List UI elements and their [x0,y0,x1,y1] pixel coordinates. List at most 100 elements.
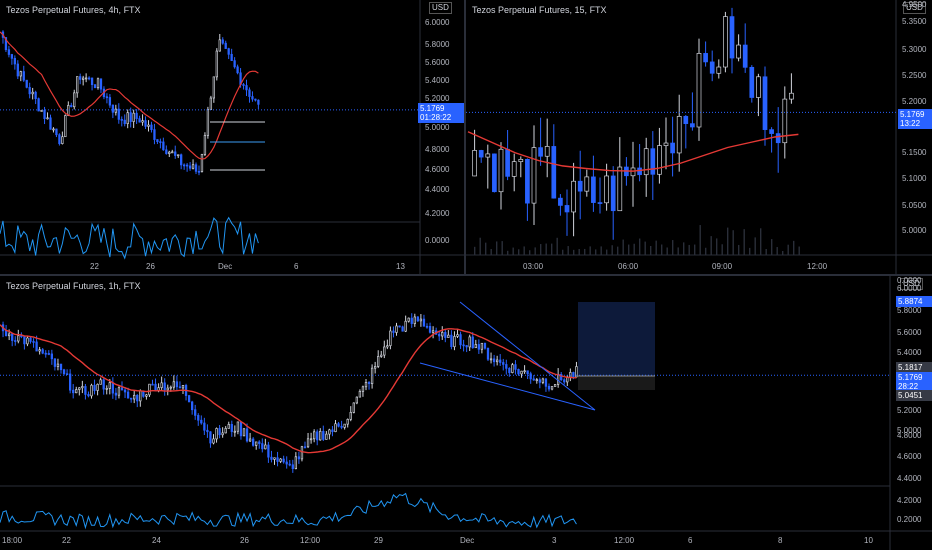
volume-bar [716,238,718,255]
volume-bar [765,248,767,255]
volume-bar [534,247,536,255]
candle-body [34,91,37,100]
time-tick-label: Dec [218,262,233,271]
currency-label-1h[interactable]: USD [900,278,923,290]
candle-body [156,139,159,142]
candle-body [355,396,358,404]
candle-body [65,373,69,376]
time-tick-label: 10 [864,536,873,545]
candle-body [617,166,623,212]
candle-body [133,394,136,400]
candle-body [782,98,788,144]
price-tick-label: 5.4000 [425,76,450,85]
candle-body [489,358,493,361]
candle-body [502,362,505,365]
volume-bar [782,250,784,255]
candle-body [230,424,233,432]
candle-body [197,170,201,173]
candle-body [200,154,204,172]
stop-price-tag: 5.0451 [896,390,932,401]
candle-body [749,66,755,98]
candle-body [99,78,103,90]
volume-bar [639,238,641,255]
candle-body [252,438,255,446]
candle-body [584,176,590,192]
currency-label-15m[interactable]: USD [903,2,926,14]
candle-body [227,48,230,55]
candle-body [756,76,761,98]
time-tick-label: 06:00 [618,262,639,271]
chart-pane-4h[interactable]: Tezos Perpetual Futures, 4h, FTX USD 6.0… [0,0,464,274]
pane-divider-vertical[interactable] [464,0,466,274]
candle-body [46,117,49,120]
candle-body [209,431,212,444]
candle-body [569,372,572,378]
candle-body [462,344,465,347]
candle-body [270,456,273,460]
candle-body [87,77,91,80]
candle-body [370,367,374,385]
chart-canvas-4h[interactable] [0,0,464,274]
candle-body [16,63,19,77]
candle-body [175,381,179,388]
volume-bar [611,245,613,255]
candle-body [547,385,551,390]
time-tick-label: 6 [688,536,693,545]
price-tick-label: 4.8000 [425,145,450,154]
candle-body [52,128,55,131]
candle-body [209,97,213,110]
candle-body [604,175,609,204]
candle-body [428,325,432,333]
candle-body [172,381,176,388]
volume-bar [666,247,668,255]
candle-body [480,342,484,350]
candle-body [148,383,151,396]
candle-body [380,354,383,357]
candle-body [319,430,322,441]
chart-canvas-1h[interactable] [0,276,932,550]
time-tick-label: 3 [552,536,557,545]
candle-body [245,85,248,91]
candle-body [233,60,236,68]
candle-body [126,112,129,124]
pane-divider-horizontal[interactable] [0,274,932,276]
candle-body [395,325,398,333]
price-tick-label: 5.0500 [902,201,927,210]
candle-body [288,463,291,466]
chart-pane-15m[interactable]: Tezos Perpetual Futures, 15, FTX USD 5.3… [466,0,932,274]
currency-label-4h[interactable]: USD [429,2,452,14]
price-tick-label: 5.8000 [425,40,450,49]
chart-canvas-15m[interactable] [466,0,932,274]
candle-body [291,464,294,469]
candle-body [273,457,276,460]
volume-bar [595,249,597,255]
price-tick-label: 4.8000 [897,431,922,440]
chart-pane-1h[interactable]: Tezos Perpetual Futures, 1h, FTX USD 6.0… [0,276,932,550]
candle-body [154,383,157,392]
candle-body [76,76,79,94]
candle-body [453,336,456,348]
candle-body [255,441,258,446]
candle-body [242,84,245,86]
candle-body [511,364,514,373]
volume-bar [749,247,751,255]
candle-body [212,438,215,444]
candle-body [374,366,377,369]
candle-body [328,429,331,435]
time-tick-label: 22 [62,536,71,545]
candle-body [144,120,147,127]
price-tick-label: 6.0000 [897,284,922,293]
price-tick-label: 5.0000 [897,426,922,435]
volume-bar [556,237,558,255]
candle-body [114,392,118,396]
candle-body [492,358,496,363]
candle-body [729,16,735,59]
price-tick-label: 5.0000 [902,226,927,235]
candle-body [518,158,524,163]
candle-body [251,96,254,100]
candle-body [670,142,675,154]
price-tick-label: 5.6000 [425,58,450,67]
candle-body [188,165,192,169]
candle-body [650,148,656,175]
candle-body [511,161,517,177]
